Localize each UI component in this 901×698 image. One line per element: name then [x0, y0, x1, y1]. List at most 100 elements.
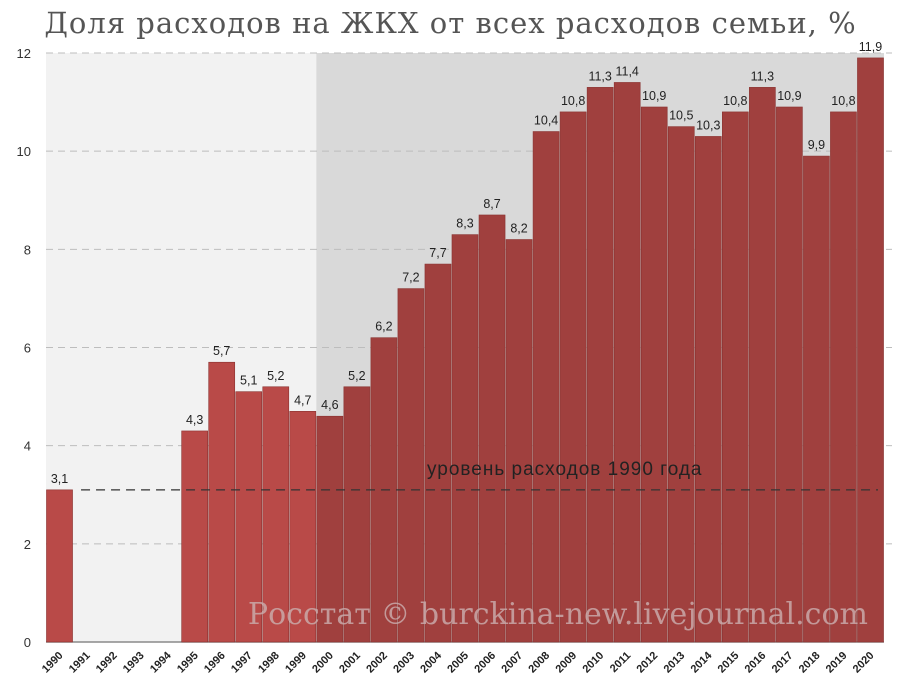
value-label-1996: 5,7: [213, 344, 230, 358]
bar-2003: [397, 288, 425, 643]
bar-2015: [722, 111, 749, 643]
reference-line-label: уровень расходов 1990 года: [427, 459, 703, 480]
x-tick-label-1993: 1993: [121, 650, 147, 676]
x-tick-label-2011: 2011: [608, 650, 633, 675]
bar-2006: [478, 214, 506, 643]
bar-1995: [181, 430, 208, 643]
value-label-2001: 5,2: [348, 369, 365, 383]
x-tick-label-2015: 2015: [716, 650, 742, 676]
y-tick-label: 2: [24, 537, 31, 552]
bar-2018: [803, 155, 830, 643]
x-tick-label-2006: 2006: [472, 650, 498, 676]
value-label-2019: 10,8: [831, 94, 855, 108]
value-label-2012: 10,9: [642, 89, 666, 103]
value-label-2013: 10,5: [669, 109, 693, 123]
x-tick-label-1990: 1990: [40, 650, 66, 676]
x-tick-label-2010: 2010: [580, 650, 606, 676]
value-label-2017: 10,9: [777, 89, 801, 103]
x-tick-label-1992: 1992: [94, 650, 120, 676]
x-tick-label-2000: 2000: [310, 650, 336, 676]
x-tick-label-2014: 2014: [689, 649, 715, 675]
y-tick-labels: 0 2 4 6 8 10 12: [17, 46, 31, 650]
value-label-1998: 5,2: [267, 369, 284, 383]
bars: [46, 57, 884, 643]
value-label-1990: 3,1: [51, 472, 68, 486]
x-tick-label-1998: 1998: [256, 650, 282, 676]
chart-title: Доля расходов на ЖКХ от всех расходов се…: [44, 6, 857, 40]
value-label-2014: 10,3: [696, 118, 720, 132]
x-tick-label-2001: 2001: [337, 650, 363, 676]
x-tick-label-2007: 2007: [499, 650, 525, 676]
x-tick-label-1994: 1994: [148, 649, 174, 675]
value-label-2003: 7,2: [402, 271, 419, 285]
bar-2012: [640, 106, 668, 643]
x-tick-label-2012: 2012: [635, 650, 661, 676]
value-label-2004: 7,7: [429, 246, 446, 260]
x-tick-labels: 1990 1991 1992 1993 1994 1995 1996 1997 1998 1999…: [40, 649, 877, 675]
x-tick-label-1997: 1997: [229, 650, 255, 676]
bar-2007: [505, 239, 533, 643]
x-tick-label-2002: 2002: [364, 650, 390, 676]
value-label-2000: 4,6: [321, 398, 338, 412]
bar-2017: [776, 106, 803, 643]
reference-line-group: уровень расходов 1990 года: [81, 459, 878, 491]
bar-2001: [343, 386, 371, 643]
bar-1996: [208, 361, 236, 643]
x-tick-label-2016: 2016: [743, 650, 769, 676]
value-label-1995: 4,3: [186, 413, 203, 427]
x-tick-label-1996: 1996: [202, 650, 228, 676]
value-label-2018: 9,9: [808, 138, 825, 152]
value-label-2011: 11,4: [615, 64, 638, 78]
y-tick-label: 6: [24, 341, 31, 356]
x-tick-label-1999: 1999: [283, 650, 309, 676]
value-label-2007: 8,2: [510, 222, 527, 236]
y-tick-label: 12: [17, 46, 31, 61]
bar-2004: [424, 263, 452, 643]
x-tick-label-2005: 2005: [445, 650, 471, 676]
bar-2014: [694, 136, 722, 643]
x-tick-label-2020: 2020: [851, 650, 877, 676]
bar-1999: [289, 411, 317, 643]
value-label-1997: 5,1: [240, 374, 257, 388]
bar-2016: [749, 87, 776, 643]
bar-2011: [613, 82, 641, 643]
value-label-2006: 8,7: [483, 197, 500, 211]
value-label-2009: 10,8: [561, 94, 585, 108]
y-tick-label: 4: [24, 439, 31, 454]
bar-2020: [857, 57, 884, 643]
bar-2010: [586, 87, 614, 643]
x-tick-label-2017: 2017: [770, 650, 796, 676]
value-label-1999: 4,7: [294, 393, 311, 407]
bar-1997: [235, 391, 263, 643]
value-label-2015: 10,8: [723, 94, 747, 108]
x-tick-label-1995: 1995: [175, 650, 201, 676]
value-label-2002: 6,2: [375, 320, 392, 334]
value-label-2020: 11,9: [859, 40, 882, 54]
value-labels: 3,1 4,3 5,7 5,1 5,2 4,7 4,6 5,2 6,2 7,2 7,7 8,3 8,7 8…: [51, 40, 882, 486]
bar-2009: [559, 111, 587, 643]
bar-2019: [830, 111, 857, 643]
bar-2013: [667, 126, 695, 643]
bar-2008: [532, 131, 560, 643]
bar-1998: [262, 386, 290, 643]
x-tick-label-2009: 2009: [553, 650, 579, 676]
y-tick-label: 10: [17, 144, 31, 159]
x-tick-label-1991: 1991: [67, 650, 93, 676]
value-label-2016: 11,3: [751, 69, 774, 83]
y-tick-label: 0: [24, 635, 31, 650]
x-tick-label-2019: 2019: [824, 650, 850, 676]
y-tick-label: 8: [24, 242, 31, 257]
value-label-2005: 8,3: [456, 217, 473, 231]
bar-1990: [46, 489, 73, 643]
value-label-2010: 11,3: [588, 69, 611, 83]
x-tick-label-2008: 2008: [526, 650, 552, 676]
bar-2005: [451, 234, 479, 643]
bar-2000: [316, 415, 344, 643]
watermark: Росстат © burckina-new.livejournal.com: [248, 597, 868, 632]
x-tick-label-2013: 2013: [662, 650, 688, 676]
value-label-2008: 10,4: [534, 114, 558, 128]
x-tick-label-2018: 2018: [797, 650, 823, 676]
x-tick-label-2003: 2003: [391, 650, 417, 676]
x-tick-label-2004: 2004: [418, 649, 444, 675]
